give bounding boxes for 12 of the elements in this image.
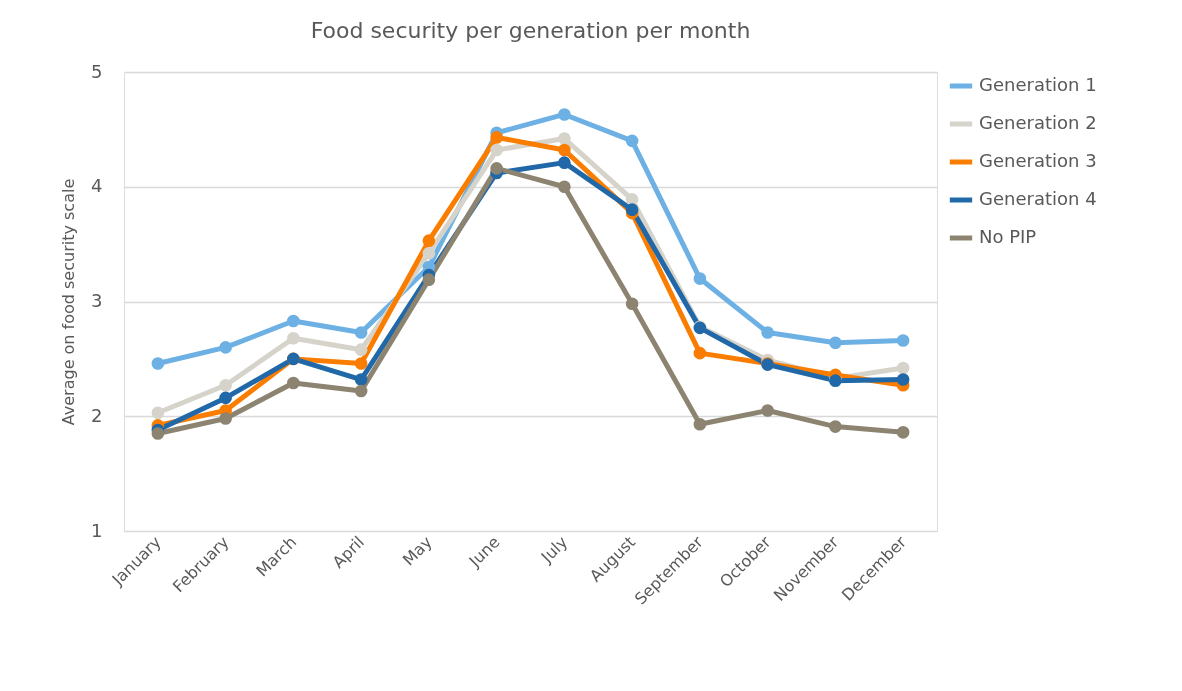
legend-label: Generation 2	[979, 112, 1097, 133]
y-tick-label: 5	[91, 60, 103, 82]
chart-title: Food security per generation per month	[310, 18, 751, 43]
legend-label: No PIP	[979, 226, 1037, 247]
y-tick-label: 3	[91, 290, 103, 311]
legend-label: Generation 4	[979, 188, 1097, 209]
legend-label: Generation 1	[979, 74, 1097, 95]
y-tick-label: 1	[91, 519, 103, 541]
y-tick-label: 2	[91, 404, 103, 426]
y-axis-title: Average on food security scale	[59, 178, 79, 426]
y-tick-label: 4	[91, 175, 103, 197]
legend-label: Generation 3	[979, 150, 1097, 171]
